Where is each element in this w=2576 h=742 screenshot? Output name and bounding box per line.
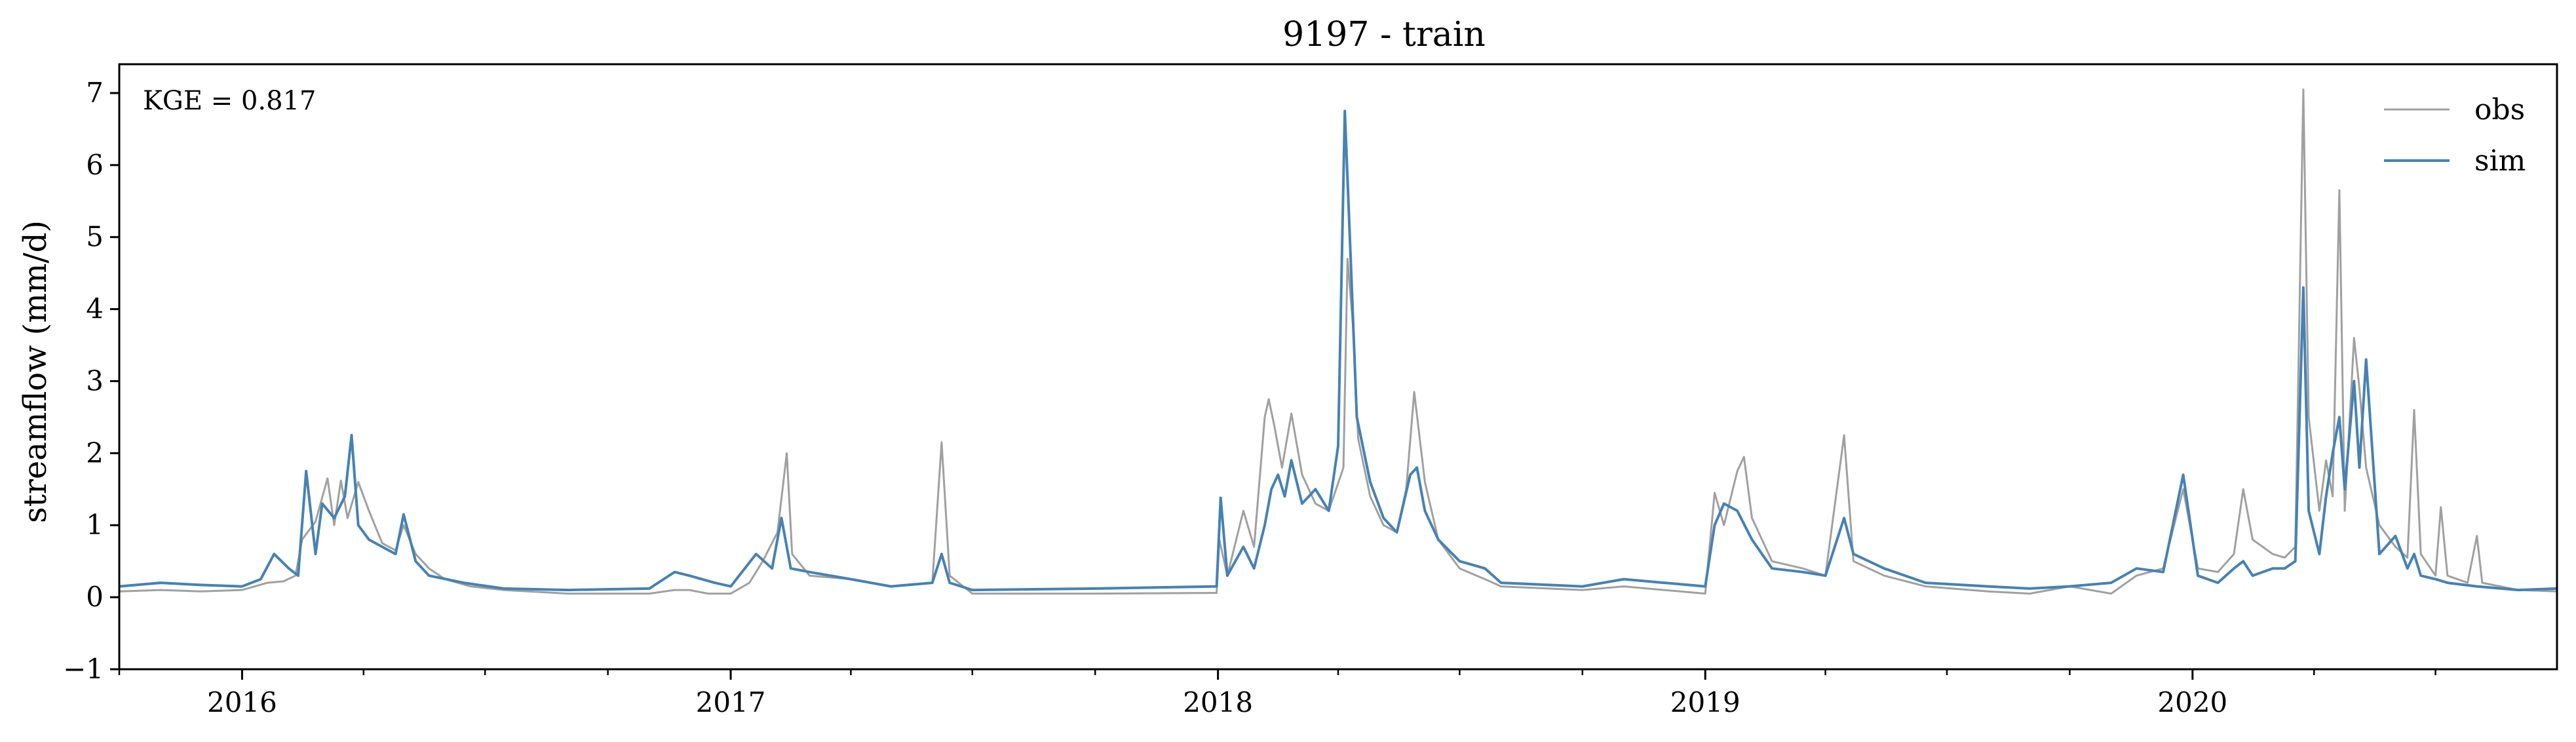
legend-label-sim: sim [2474,144,2526,178]
x-tick-label: 2020 [2157,686,2227,718]
y-tick-label: 3 [86,364,104,397]
y-tick-label: 0 [86,581,104,613]
y-tick-label: −1 [63,653,104,685]
y-tick-label: 6 [86,149,104,181]
y-tick-label: 5 [86,221,104,253]
x-tick-label: 2017 [696,686,766,718]
chart-title: 9197 - train [1282,15,1486,54]
y-tick-label: 1 [86,509,104,541]
plot-area [119,88,2557,595]
x-tick-label: 2019 [1670,686,1740,718]
kge-annotation: KGE = 0.817 [143,86,317,116]
x-tick-label: 2018 [1183,686,1253,718]
y-tick-label: 2 [86,437,104,469]
y-tick-label: 7 [86,77,104,109]
legend: obs sim [2384,93,2526,178]
legend-label-obs: obs [2474,93,2525,127]
y-tick-label: 4 [86,293,104,325]
y-axis-label: streamflow (mm/d) [17,220,54,523]
series-line-obs [119,88,2557,595]
series-line-sim [119,109,2557,592]
x-axis: 2016 2017 2018 2019 2020 [118,669,2436,718]
x-tick-label: 2016 [207,686,277,718]
plot-frame [118,63,2558,671]
y-axis: −1 0 1 2 3 4 5 6 7 [63,77,119,685]
